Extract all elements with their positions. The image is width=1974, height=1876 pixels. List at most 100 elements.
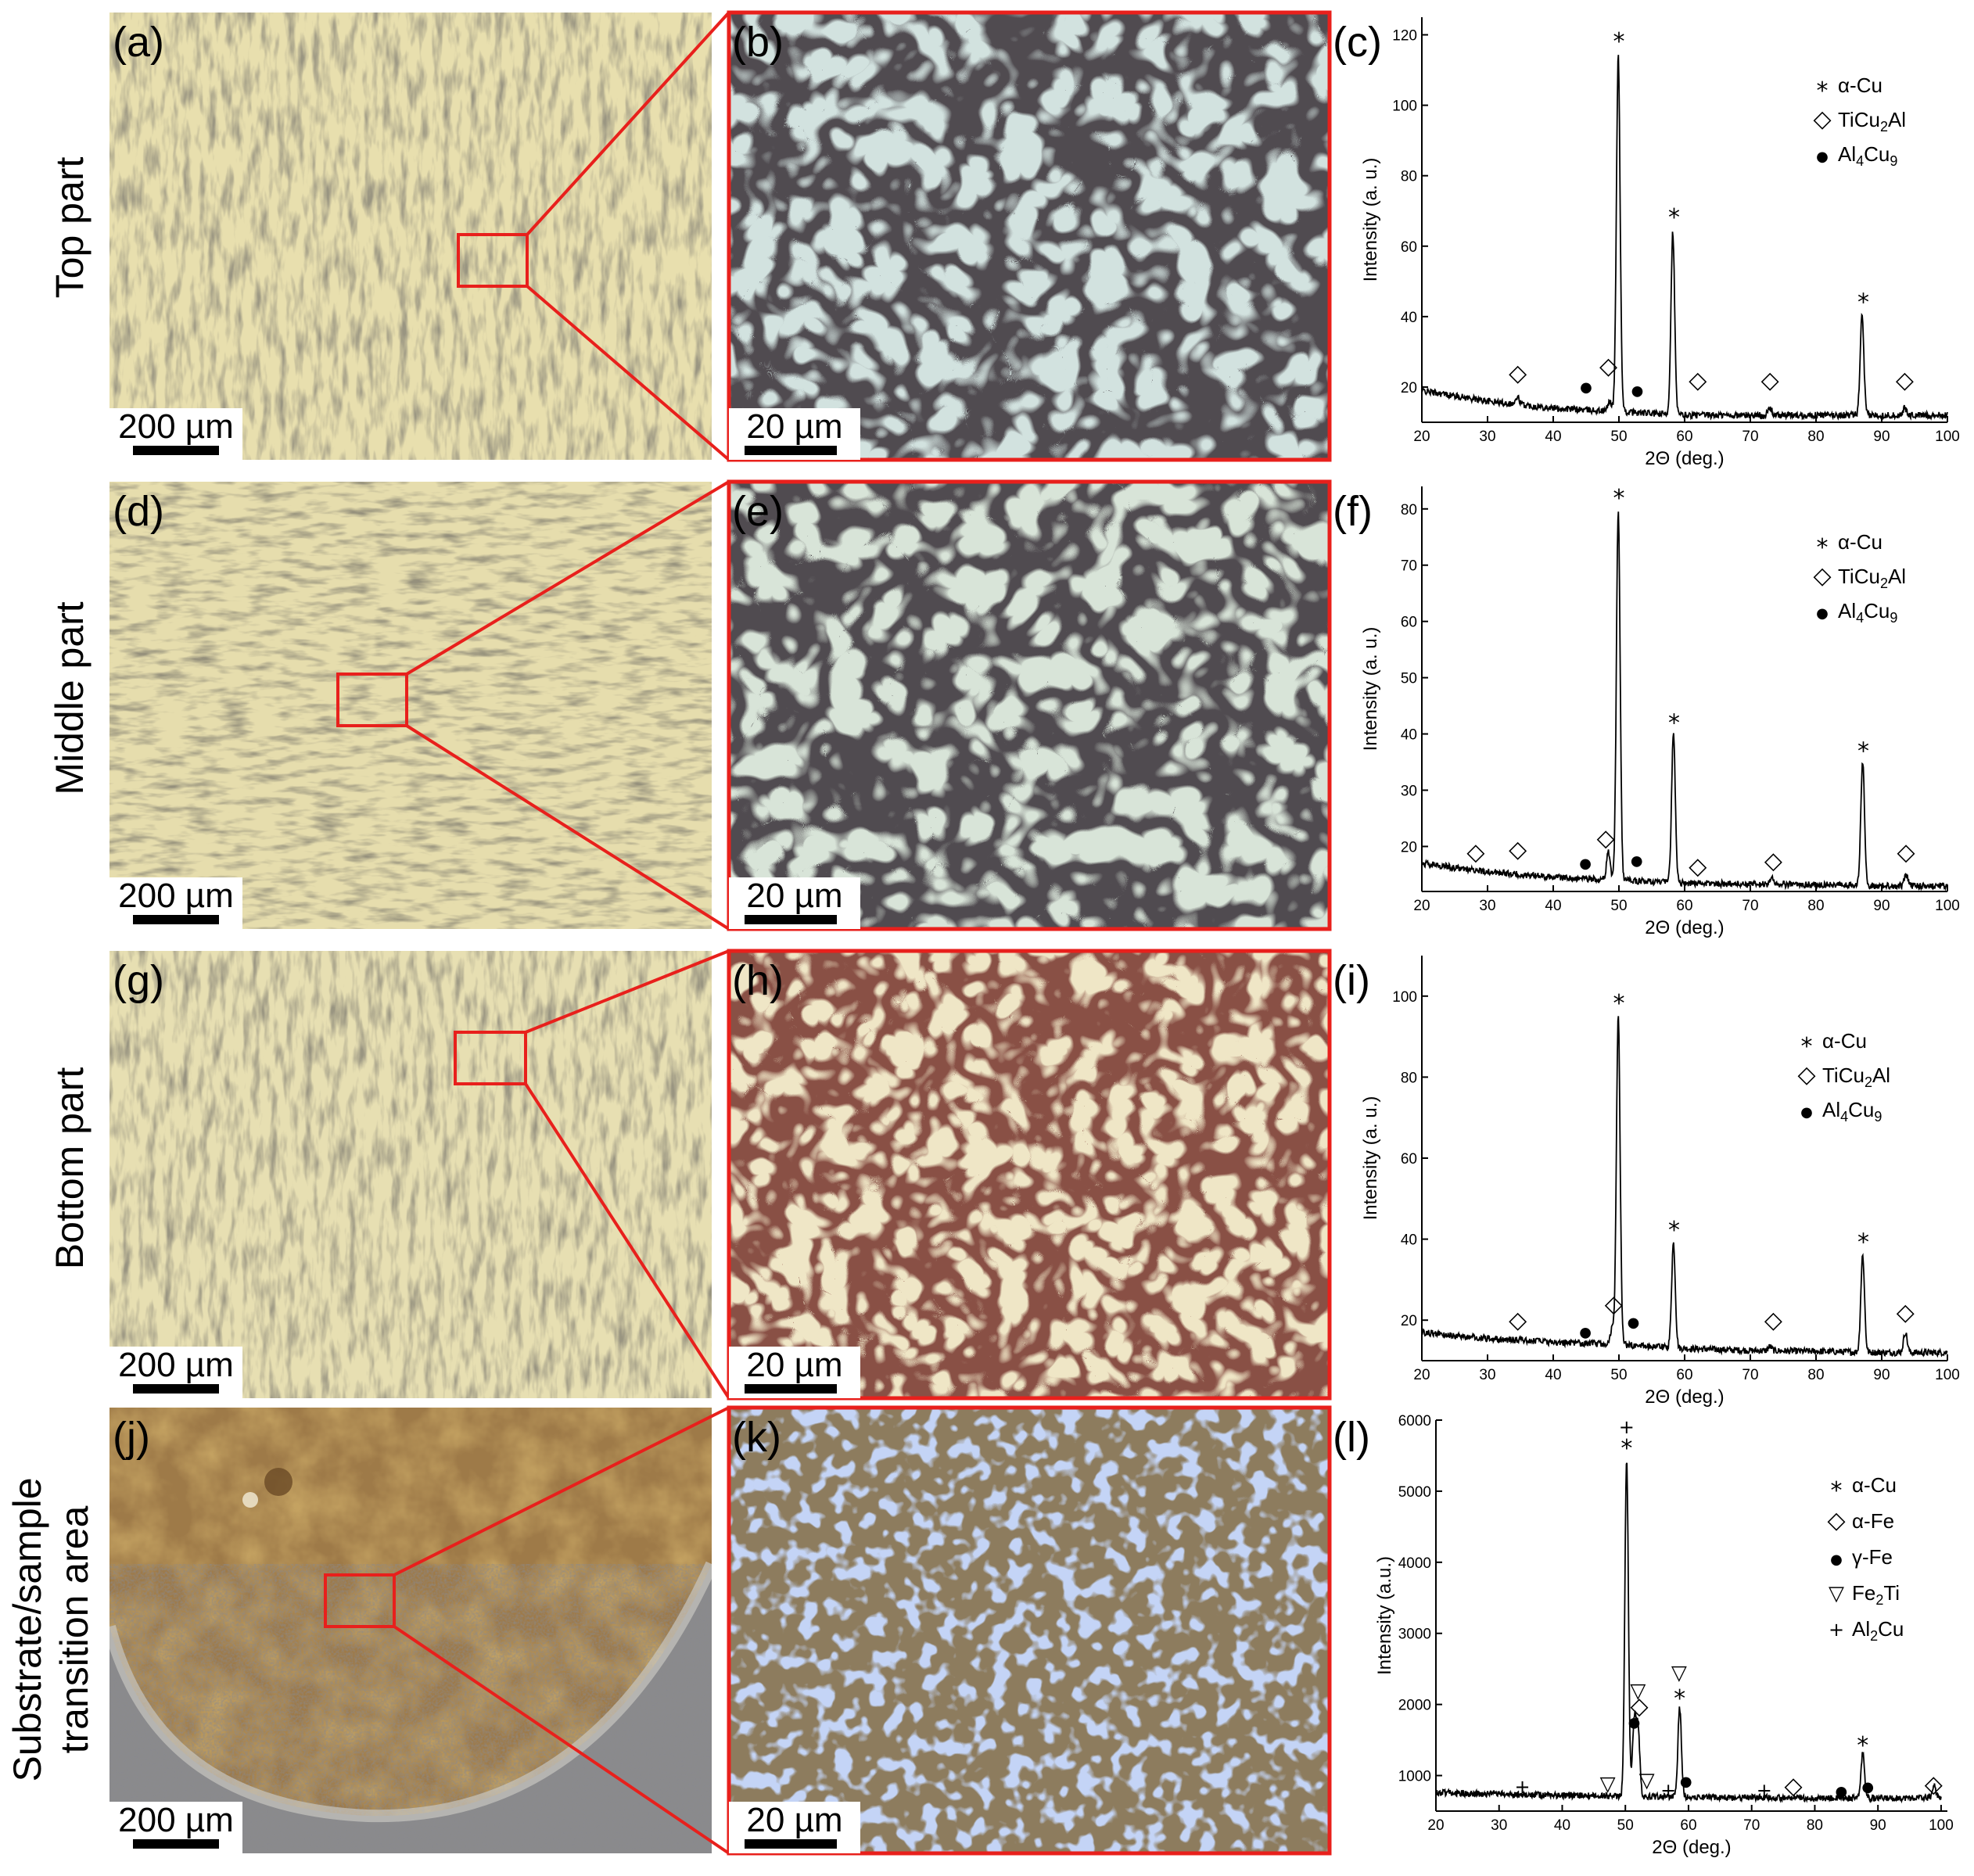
y-tick-label: 100 [1392,989,1417,1006]
x-tick-label: 100 [1935,429,1960,445]
y-tick-label: 40 [1401,727,1417,744]
x-tick-label: 60 [1676,1367,1692,1383]
scalebar-a-label: 200 µm [118,407,234,446]
peak-marker: ● [1579,1325,1592,1341]
y-axis-label: Intensity (a.u.) [1374,1556,1395,1675]
x-tick-label: 80 [1807,429,1824,445]
legend-label: α-Cu [1852,1473,1897,1497]
frame-b [727,10,1332,462]
panel-tag-a: (a) [113,19,164,66]
micrograph-a [109,13,712,460]
peak-marker: ▽ [1630,1679,1646,1702]
panel-tag-k: (k) [732,1414,781,1461]
x-tick-label: 20 [1413,898,1430,914]
y-tick-label: 80 [1401,502,1417,518]
row-label-top: Top part [48,157,92,299]
legend-label: TiCu2Al [1822,1064,1890,1090]
xrd-pattern-line [1421,1016,1948,1358]
y-tick-label: 20 [1401,380,1417,396]
legend-label: TiCu2Al [1838,108,1906,135]
zoom-line-g-bottom [524,1082,730,1400]
peak-marker: * [1674,1685,1685,1713]
panel-tag-e: (e) [732,488,784,535]
y-tick-label: 120 [1392,28,1417,45]
peak-marker: + [1757,1780,1772,1802]
legend-label: Al4Cu9 [1838,599,1897,626]
y-tick-label: 5000 [1398,1484,1431,1501]
y-axis-label: Intensity (a. u.) [1360,1096,1381,1221]
x-tick-label: 70 [1742,1367,1758,1383]
peak-marker: ◇ [1764,847,1782,874]
x-tick-label: 50 [1610,1367,1627,1383]
zoom-line-a-top [526,11,730,236]
scalebar-g-label: 200 µm [118,1346,234,1384]
x-tick-label: 90 [1873,1367,1890,1383]
peak-marker: ◇ [1605,1290,1623,1318]
micrograph-k [729,1408,1330,1853]
xrd-chart-i: 20 30 40 50 60 70 80 90 100 20 40 60 80 100 2Θ (deg.) I… [1360,956,1960,1408]
peak-marker: ● [1579,855,1592,872]
panel-tag-g: (g) [113,957,164,1004]
peak-marker: * [1668,204,1680,231]
zoom-line-d-bottom [405,724,730,931]
scalebar-d-label: 200 µm [118,877,234,915]
x-tick-label: 50 [1610,429,1627,445]
panel-tag-l: (l) [1333,1414,1370,1461]
peak-marker: ● [1628,1315,1640,1331]
x-tick-label: 80 [1807,898,1824,914]
peak-marker: ● [1580,379,1592,396]
y-tick-label: 60 [1401,239,1417,256]
peak-marker: ◇ [1509,360,1527,387]
x-tick-label: 30 [1491,1817,1507,1834]
x-tick-label: 100 [1935,898,1960,914]
y-tick-label: 60 [1401,615,1417,631]
y-tick-label: 40 [1401,310,1417,326]
scalebar-e-label: 20 µm [746,877,842,915]
peak-marker: * [1668,710,1680,737]
peak-marker: ◇ [1761,367,1779,394]
x-tick-label: 100 [1929,1817,1954,1834]
zoom-line-d-top [405,480,730,676]
peak-marker: ◇ [1597,825,1615,852]
panel-tag-j: (j) [113,1414,150,1461]
legend-label: Fe2Ti [1852,1581,1900,1608]
xrd-chart-l: 20 30 40 50 60 70 80 90 100 1000 2000 3000 4000 5000 6… [1374,1413,1954,1858]
x-axis-label: 2Θ (deg.) [1652,1837,1731,1858]
legend-symbol: ▽ [1829,1582,1844,1605]
x-tick-label: 50 [1610,898,1627,914]
xrd-pattern-line [1421,55,1948,421]
scalebar-k: 20 µm [729,1801,860,1853]
legend-label: α-Cu [1838,530,1882,554]
zoom-box-j [324,1573,396,1628]
panel-tag-d: (d) [113,488,164,535]
frame-e [727,479,1332,931]
x-tick-label: 80 [1807,1367,1824,1383]
y-tick-label: 30 [1401,784,1417,800]
legend-symbol: * [1817,77,1829,105]
zoom-box-d [336,673,408,727]
peak-marker: ● [1631,382,1644,399]
y-tick-label: 80 [1401,1070,1417,1086]
zoom-box-a [457,233,529,288]
scalebar-j: 200 µm [109,1801,242,1853]
y-tick-label: 20 [1401,839,1417,855]
peak-marker: ● [1680,1774,1692,1790]
row-label-middle: Middle part [48,601,92,795]
legend-label: Al2Cu [1852,1617,1904,1644]
y-tick-label: 70 [1401,558,1417,575]
peak-marker: ◇ [1897,839,1915,866]
legend-label: Al4Cu9 [1838,142,1897,169]
x-tick-label: 60 [1680,1817,1696,1834]
y-tick-label: 4000 [1398,1555,1431,1572]
micrograph-h [729,951,1330,1398]
y-tick-label: 20 [1401,1313,1417,1329]
x-tick-label: 50 [1617,1817,1634,1834]
x-tick-label: 70 [1742,898,1758,914]
panel-tag-f: (f) [1333,488,1373,535]
scalebar-b: 20 µm [729,407,860,460]
peak-marker: * [1857,738,1869,766]
micrograph-b [729,13,1330,460]
peak-marker: ◇ [1599,353,1617,380]
y-tick-label: 80 [1401,169,1417,185]
y-tick-label: 3000 [1398,1627,1431,1643]
